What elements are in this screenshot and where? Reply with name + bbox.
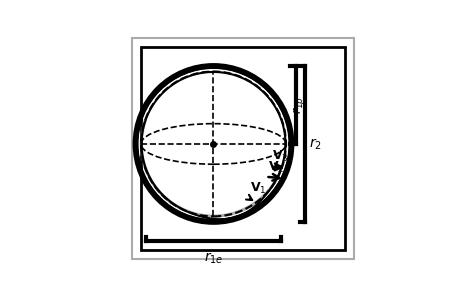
Text: $r_{1e}$: $r_{1e}$ [204, 250, 223, 266]
Polygon shape [140, 119, 279, 218]
Text: V$_3$: V$_3$ [273, 149, 289, 164]
Text: $r_{2}$: $r_{2}$ [309, 136, 322, 152]
Text: V$_1$: V$_1$ [250, 181, 266, 196]
FancyBboxPatch shape [132, 38, 354, 259]
FancyBboxPatch shape [141, 46, 345, 250]
Text: V$_2$: V$_2$ [268, 159, 284, 175]
Text: $r_{1p}$: $r_{1p}$ [291, 96, 307, 114]
